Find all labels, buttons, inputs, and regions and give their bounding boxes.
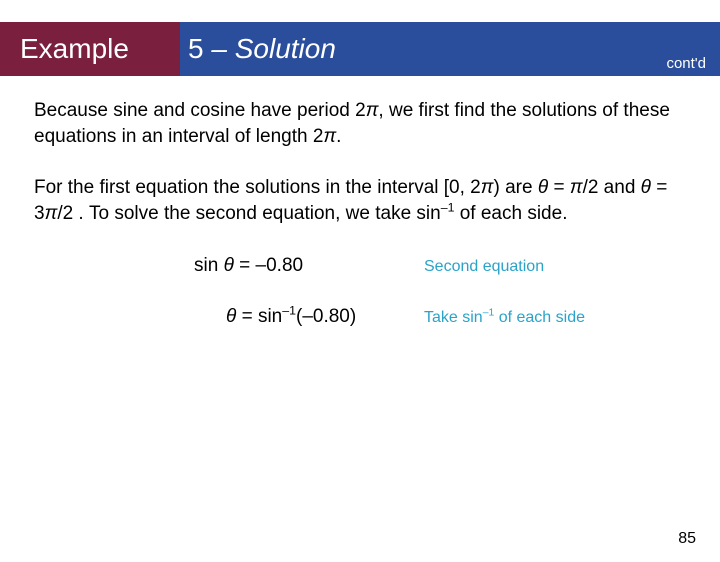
eq2-note-b: of each side — [494, 309, 585, 326]
theta-2: θ — [641, 177, 651, 198]
pi-5: π — [45, 203, 58, 224]
p2-d: /2 and — [583, 177, 641, 198]
eq1-lhs: sin — [194, 255, 224, 276]
p2-a: For the first equation the solutions in … — [34, 177, 481, 198]
title-number: 5 — [188, 33, 204, 64]
title-rest: 5 – Solution — [188, 33, 336, 65]
eq2-sup: –1 — [282, 304, 296, 318]
eq1-note: Second equation — [424, 256, 544, 278]
eq2-b: (–0.80) — [296, 306, 356, 327]
pi-3: π — [481, 177, 494, 198]
eq1-theta: θ — [224, 255, 234, 276]
body-text: Because sine and cosine have period 2π, … — [0, 76, 720, 330]
eq1-expression: sin θ = –0.80 — [194, 253, 424, 279]
equation-row-2: θ = sin–1(–0.80) Take sin–1 of each side — [34, 304, 686, 330]
pi-4: π — [570, 177, 583, 198]
eq2-note-sup: –1 — [483, 308, 495, 319]
equation-block: sin θ = –0.80 Second equation θ = sin–1(… — [34, 253, 686, 330]
title-left: Example — [0, 22, 180, 76]
eq1-rhs: = –0.80 — [234, 255, 303, 276]
title-right: 5 – Solution cont'd — [180, 22, 720, 76]
p2-b: ) are — [494, 177, 538, 198]
p1-c: . — [336, 126, 341, 147]
equation-row-1: sin θ = –0.80 Second equation — [34, 253, 686, 279]
title-bar: Example 5 – Solution cont'd — [0, 22, 720, 76]
continued-label: cont'd — [666, 55, 706, 76]
eq2-a: = sin — [236, 306, 282, 327]
p2-c: = — [548, 177, 570, 198]
paragraph-1: Because sine and cosine have period 2π, … — [34, 98, 686, 149]
eq2-note-a: Take sin — [424, 309, 483, 326]
p1-a: Because sine and cosine have period 2 — [34, 100, 366, 121]
theta-1: θ — [538, 177, 548, 198]
title-dash: – — [211, 33, 227, 64]
title-solution: Solution — [235, 33, 336, 64]
pi-2: π — [323, 126, 336, 147]
sup-1: –1 — [441, 201, 455, 215]
p2-f: /2 . To solve the second equation, we ta… — [57, 203, 440, 224]
pi-1: π — [366, 100, 379, 121]
eq2-theta: θ — [226, 306, 236, 327]
slide: { "colors": { "header_left_bg": "#7a1f3d… — [0, 22, 720, 562]
eq2-expression: θ = sin–1(–0.80) — [226, 304, 424, 330]
paragraph-2: For the first equation the solutions in … — [34, 175, 686, 226]
page-number: 85 — [678, 530, 696, 548]
eq2-note: Take sin–1 of each side — [424, 307, 585, 329]
p2-g: of each side. — [454, 203, 567, 224]
title-label: Example — [20, 33, 129, 65]
